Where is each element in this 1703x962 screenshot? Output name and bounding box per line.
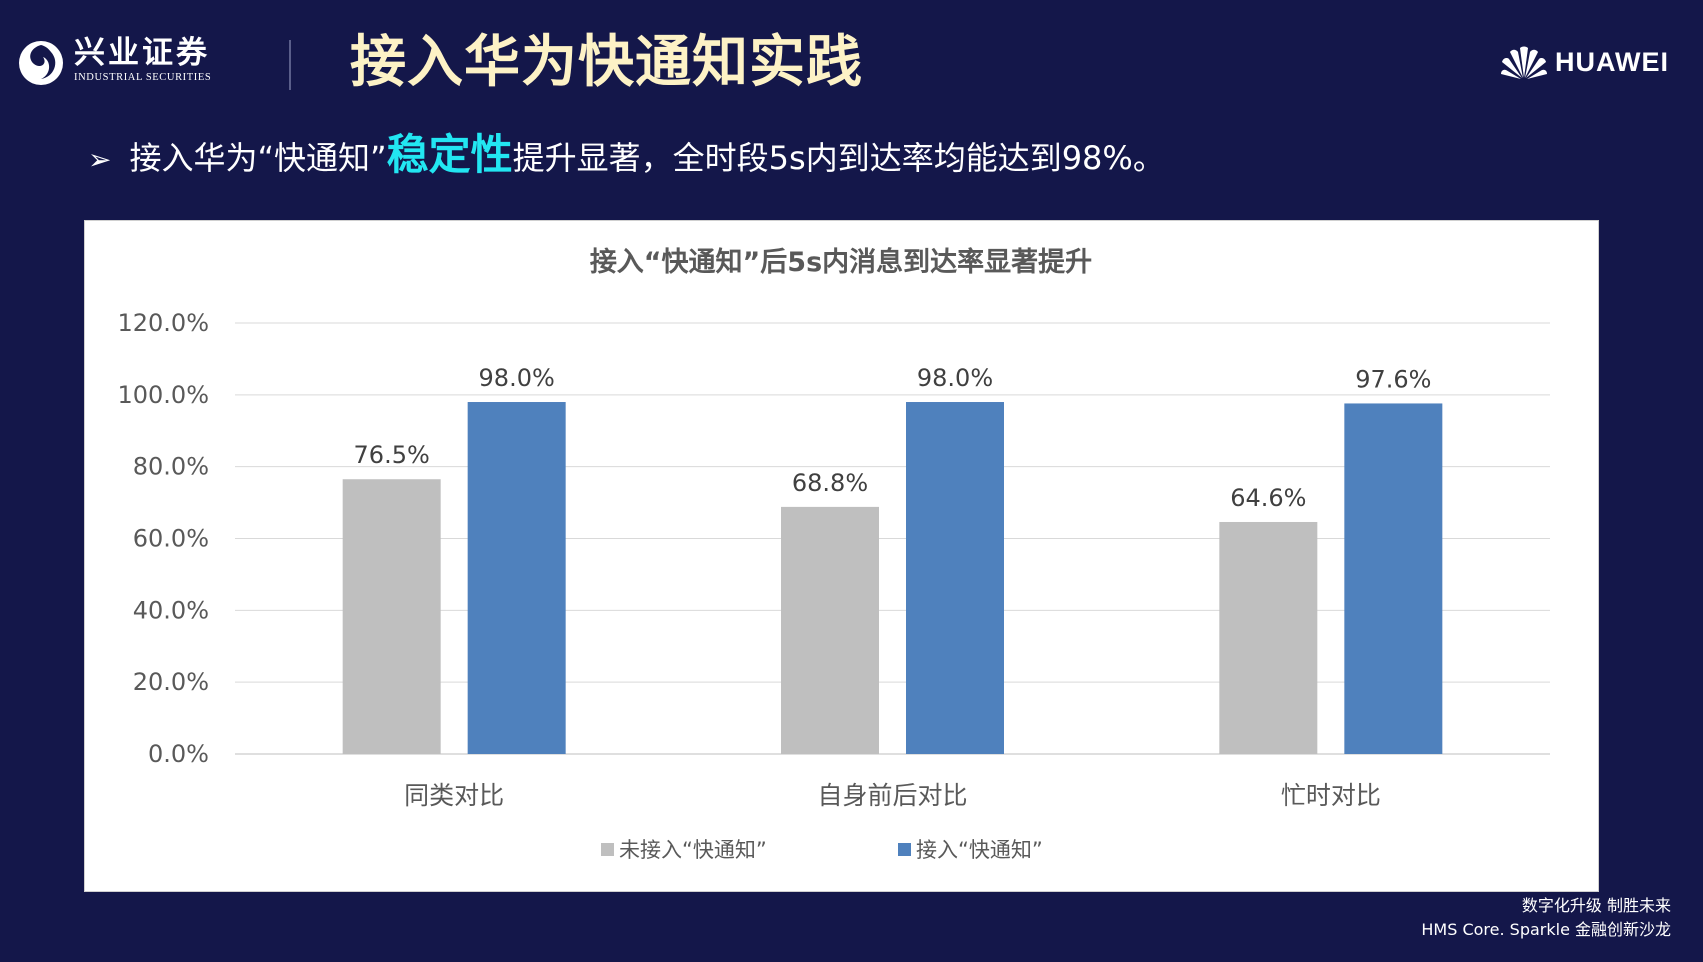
brand: 兴业证券 INDUSTRIAL SECURITIES [74,36,211,84]
bar-with-quick-notify [906,402,1004,754]
y-tick-label: 60.0% [133,525,209,553]
bar-without-quick-notify [342,479,441,754]
legend-label: 未接入“快通知” [619,838,767,862]
legend-label: 接入“快通知” [916,838,1043,862]
bar-chart: 接入“快通知”后5s内消息到达率显著提升 0.0% 20.0% 40.0% 60.0%… [117,246,1550,862]
footer-event-name: HMS Core. Sparkle 金融创新沙龙 [1421,920,1671,939]
arrow-bullet-icon: ➢ [88,143,112,176]
bar-with-quick-notify [467,402,566,754]
page-title: 接入华为快通知实践 [350,30,863,95]
bar-without-quick-notify [1219,521,1318,754]
footer: 数字化升级 制胜未来 HMS Core. Sparkle 金融创新沙龙 [1421,894,1671,942]
x-category-label: 忙时对比 [1281,781,1381,810]
bar-with-quick-notify [1344,403,1443,754]
legend-swatch [601,843,614,856]
header-divider [289,40,291,90]
y-tick-label: 120.0% [117,309,209,337]
y-tick-label: 0.0% [148,740,209,768]
x-category-label: 同类对比 [404,781,504,810]
bar-without-quick-notify [781,506,879,754]
y-tick-label: 100.0% [117,381,209,409]
data-label: 97.6% [1355,365,1431,393]
y-tick-label: 40.0% [133,596,209,624]
data-label: 68.8% [792,469,868,497]
chart-title: 接入“快通知”后5s内消息到达率显著提升 [590,246,1092,278]
key-point-suffix: 提升显著，全时段5s内到达率均能达到98%。 [512,139,1165,177]
brand-name-cn: 兴业证券 [74,35,210,71]
huawei-flower-logo-icon [1501,46,1547,79]
legend-swatch [898,843,911,856]
y-tick-label: 80.0% [133,453,209,481]
data-label: 98.0% [917,364,993,392]
industrial-securities-logo-icon [19,41,63,85]
key-point-prefix: 接入华为“快通知” [129,139,387,177]
data-label: 64.6% [1230,484,1306,512]
x-category-label: 自身前后对比 [817,781,967,810]
data-label: 76.5% [354,441,430,469]
huawei-logo-text: HUAWEI [1555,47,1669,77]
header: 兴业证券 INDUSTRIAL SECURITIES 接入华为快通知实践 HUA… [0,0,1703,120]
data-label: 98.0% [479,364,555,392]
chart-panel: 接入“快通知”后5s内消息到达率显著提升 0.0% 20.0% 40.0% 60.0%… [84,220,1599,892]
key-point-highlight: 稳定性 [386,130,513,179]
key-point: ➢ 接入华为“快通知”稳定性提升显著，全时段5s内到达率均能达到98%。 [88,130,1165,185]
y-tick-label: 20.0% [133,668,209,696]
footer-slogan: 数字化升级 制胜未来 [1521,896,1671,915]
brand-name-en: INDUSTRIAL SECURITIES [74,72,212,83]
